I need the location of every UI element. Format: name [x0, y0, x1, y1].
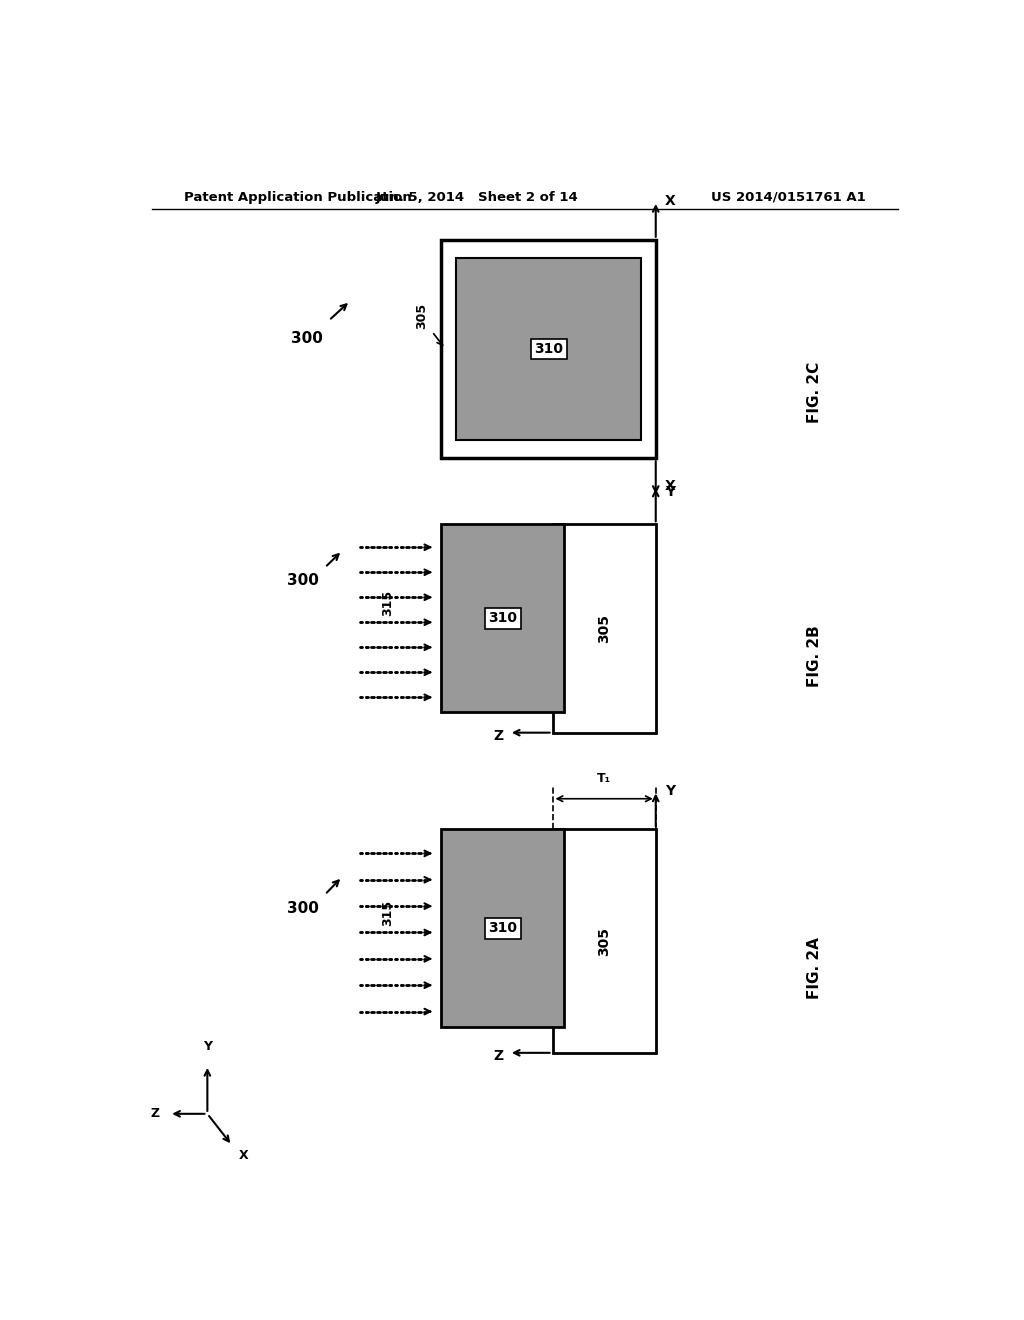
Bar — [441, 829, 564, 1027]
Text: Jun. 5, 2014   Sheet 2 of 14: Jun. 5, 2014 Sheet 2 of 14 — [376, 190, 579, 203]
Text: 310: 310 — [488, 611, 517, 626]
Text: Y: Y — [665, 484, 675, 499]
Bar — [456, 257, 641, 440]
Text: T₁: T₁ — [597, 772, 611, 785]
Bar — [553, 524, 655, 733]
Text: X: X — [240, 1150, 249, 1162]
Bar — [441, 240, 655, 458]
Text: Z: Z — [151, 1107, 160, 1121]
Text: US 2014/0151761 A1: US 2014/0151761 A1 — [712, 190, 866, 203]
Text: Z: Z — [494, 729, 504, 743]
Text: X: X — [665, 479, 676, 492]
Text: 300: 300 — [287, 573, 318, 589]
Text: Patent Application Publication: Patent Application Publication — [183, 190, 412, 203]
Text: 300: 300 — [291, 330, 323, 346]
Text: 305: 305 — [597, 614, 611, 643]
Text: 315: 315 — [381, 590, 394, 616]
Bar — [553, 829, 655, 1053]
Text: 315: 315 — [381, 899, 394, 925]
Text: 310: 310 — [535, 342, 563, 356]
Bar — [441, 524, 564, 713]
Text: FIG. 2B: FIG. 2B — [807, 626, 822, 686]
Text: 305: 305 — [597, 927, 611, 956]
Text: FIG. 2C: FIG. 2C — [807, 362, 822, 424]
Text: Y: Y — [203, 1040, 212, 1053]
Text: 305: 305 — [415, 304, 428, 329]
Text: 300: 300 — [287, 902, 318, 916]
Text: Y: Y — [665, 784, 675, 797]
Text: X: X — [665, 194, 676, 209]
Text: 310: 310 — [488, 921, 517, 936]
Text: Z: Z — [494, 1049, 504, 1063]
Text: FIG. 2A: FIG. 2A — [807, 937, 822, 999]
